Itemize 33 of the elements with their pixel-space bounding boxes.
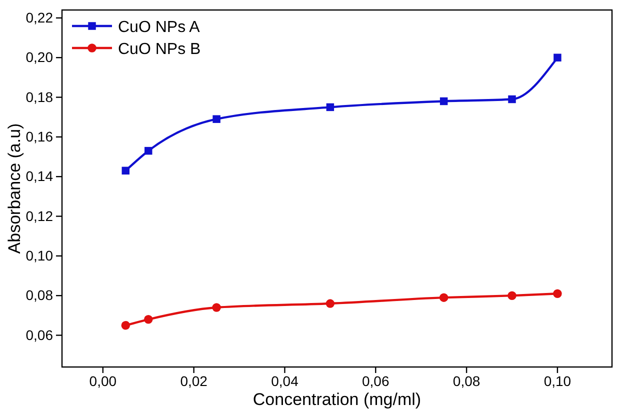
y-tick-label: 0,06 (26, 326, 54, 343)
x-tick-label: 0,04 (271, 372, 299, 389)
point (212, 115, 220, 123)
point (326, 103, 334, 112)
x-tick-label: 0,08 (452, 372, 480, 389)
y-axis-title: Absorbance (a.u) (5, 123, 24, 254)
y-tick-label: 0,14 (26, 168, 54, 184)
point (144, 146, 152, 155)
point (553, 289, 562, 298)
y-tick-label: 0,12 (26, 208, 54, 224)
point (439, 293, 448, 302)
y-tick-label: 0,20 (26, 49, 54, 66)
x-tick-label: 0,06 (362, 372, 390, 389)
x-tick-label: 0,02 (180, 372, 208, 389)
point (440, 97, 448, 106)
point (121, 320, 130, 330)
point (508, 95, 516, 104)
point (144, 315, 153, 324)
point (508, 291, 516, 300)
point (326, 299, 335, 308)
point (554, 54, 562, 62)
point (212, 303, 221, 312)
legend-label: CuO NPs B (118, 41, 201, 58)
legend-label: CuO NPs A (118, 19, 200, 36)
y-tick-label: 0,22 (26, 9, 54, 26)
y-tick-label: 0,10 (26, 247, 54, 264)
y-tick-label: 0,08 (26, 287, 54, 304)
y-tick-label: 0,16 (26, 128, 54, 144)
point (122, 166, 130, 175)
x-tick-label: 0,10 (544, 372, 572, 389)
x-axis-title: Concentration (mg/ml) (252, 390, 422, 409)
y-tick-label: 0,18 (26, 88, 54, 105)
x-tick-label: 0,00 (89, 372, 117, 389)
